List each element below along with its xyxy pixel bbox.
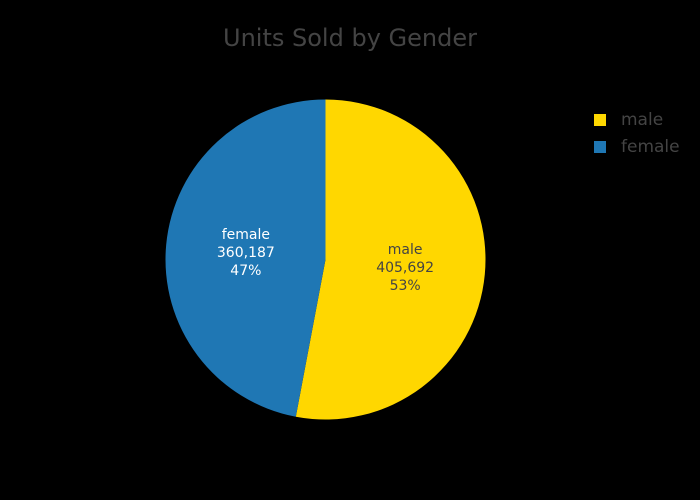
legend: male female (594, 106, 680, 160)
pie-slice-female[interactable] (165, 99, 326, 417)
pie-slice-labels: male 405,692 53% female 360,187 47% (217, 227, 434, 294)
pie-slice-male[interactable] (295, 99, 486, 420)
pie-slice-female-percent: 47% (230, 263, 261, 279)
pie-slices (165, 99, 486, 420)
legend-swatch-male (594, 113, 606, 126)
pie-slice-male-value: 405,692 (376, 260, 434, 276)
pie-slice-male-label: male (388, 242, 423, 258)
legend-item-male[interactable]: male (594, 106, 680, 133)
pie-slice-female-value: 360,187 (217, 245, 275, 261)
pie-slice-female-label: female (222, 227, 270, 243)
legend-label-female: female (621, 136, 680, 157)
legend-item-female[interactable]: female (594, 133, 680, 160)
legend-label-male: male (621, 109, 664, 130)
legend-swatch-female (594, 140, 606, 153)
chart-title: Units Sold by Gender (223, 24, 477, 52)
pie-slice-male-percent: 53% (390, 278, 421, 294)
